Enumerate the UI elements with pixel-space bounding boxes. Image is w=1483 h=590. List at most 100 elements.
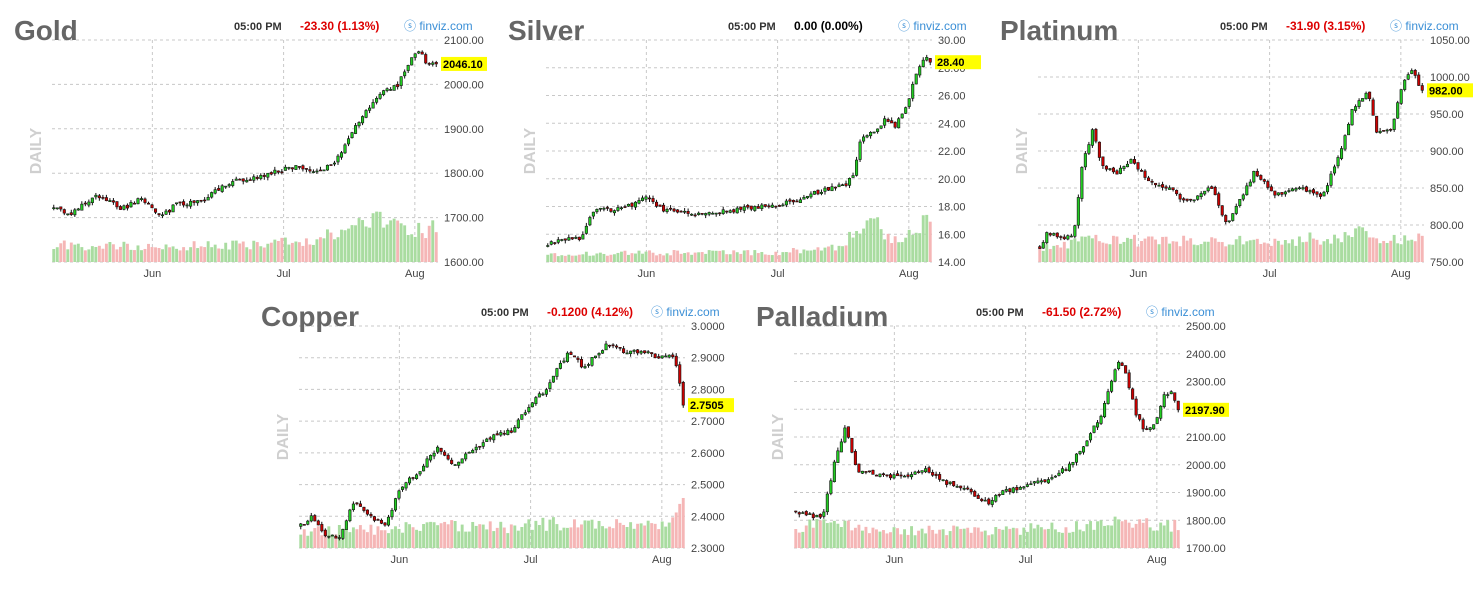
chart-0-candle-47 [217, 188, 221, 191]
chart-4-candle-74 [1053, 475, 1057, 478]
chart-1-volume-bar-109 [928, 221, 932, 262]
chart-0-volume-bar-46 [213, 244, 217, 262]
chart-1-candle-50 [721, 209, 725, 214]
chart-3-candle-52 [481, 442, 485, 447]
chart-1-candle-96 [883, 118, 887, 126]
chart-2-candle-84 [1332, 166, 1337, 174]
chart-1-title: Silver [508, 15, 584, 46]
chart-1-candle-103 [907, 98, 911, 107]
chart-4-brand-link[interactable]: ⓢ finviz.com [1146, 305, 1215, 319]
chart-4-volume-bar-27 [889, 532, 892, 548]
chart-3-volume-bar-56 [495, 527, 499, 548]
chart-2-volume-bar-93 [1364, 231, 1368, 262]
chart-1-time: 05:00 PM [728, 21, 776, 33]
chart-1-volume-bar-94 [876, 217, 880, 262]
chart-0-volume-bar-76 [318, 237, 322, 262]
chart-1-candle-105 [914, 73, 918, 85]
chart-0-volume-bar-45 [210, 247, 214, 262]
chart-0-volume-bar-89 [364, 226, 368, 262]
chart-4-ytick-7: 1800.00 [1186, 515, 1226, 527]
chart-0-candle-39 [189, 200, 193, 207]
chart-0-volume-bar-53 [238, 243, 242, 262]
chart-4-volume-bar-5 [811, 527, 815, 548]
chart-0-candle-81 [336, 155, 340, 163]
chart-0-brand-link[interactable]: ⓢ finviz.com [404, 19, 473, 33]
chart-2-candle-42 [1185, 198, 1189, 201]
chart-2-candle-107 [1413, 69, 1417, 76]
chart-0-candle-69 [294, 165, 298, 170]
chart-4-volume-bar-3 [804, 525, 808, 548]
chart-3-candle-70 [544, 389, 548, 395]
chart-0-volume-bar-50 [227, 249, 231, 262]
chart-2-volume-bar-68 [1276, 240, 1280, 262]
chart-2-volume-bar-75 [1301, 242, 1305, 262]
chart-1-candle-95 [879, 125, 883, 129]
chart-0-candle-17 [111, 200, 115, 203]
chart-3-volume-bar-63 [520, 526, 524, 548]
chart-4-candle-5 [811, 513, 815, 519]
chart-4-volume-bar-102 [1152, 530, 1156, 548]
chart-1-candle-0 [546, 245, 550, 247]
chart-2-candle-17 [1097, 141, 1101, 158]
chart-0-candle-8 [80, 203, 84, 211]
chart-4-volume-bar-12 [836, 523, 840, 548]
chart-2-candle-53 [1224, 215, 1228, 223]
chart-1-volume-bar-43 [697, 252, 701, 262]
chart-2-volume-bar-47 [1203, 241, 1207, 262]
chart-2-volume-bar-5 [1055, 245, 1059, 262]
chart-1-candle-75 [809, 193, 813, 198]
chart-0-candle-51 [231, 181, 235, 186]
chart-3-volume-bar-102 [657, 529, 661, 548]
chart-0-candle-21 [125, 204, 129, 209]
chart-0-volume-bar-42 [199, 246, 203, 262]
chart-1-ytick-8: 14.00 [938, 257, 966, 269]
chart-0-candle-22 [129, 202, 133, 208]
chart-4-candle-27 [888, 474, 893, 479]
chart-2-volume-bar-12 [1080, 236, 1084, 262]
chart-2-volume-bar-101 [1392, 234, 1396, 262]
chart-3-candle-94 [629, 350, 633, 355]
chart-3-volume-bar-15 [351, 527, 355, 548]
chart-0-volume-bar-92 [375, 211, 379, 262]
chart-3-brand-link[interactable]: ⓢ finviz.com [651, 305, 720, 319]
chart-2-volume-bar-27 [1133, 234, 1136, 262]
chart-2-volume-bar-40 [1178, 246, 1182, 262]
chart-1-volume-bar-50 [721, 250, 725, 262]
chart-4-candle-35 [917, 471, 921, 473]
chart-1-candle-9 [577, 236, 581, 241]
chart-4-volume-bar-23 [875, 529, 878, 548]
chart-3-volume-bar-85 [597, 520, 601, 548]
chart-1-volume-bar-4 [560, 255, 564, 262]
chart-2-volume-bar-74 [1297, 236, 1301, 262]
chart-3-candle-61 [513, 427, 517, 433]
chart-2-volume-bar-76 [1304, 241, 1308, 262]
chart-4-volume-bar-97 [1134, 523, 1138, 548]
chart-0-candle-24 [136, 198, 140, 205]
chart-3-ytick-4: 2.6000 [691, 448, 725, 460]
chart-2-volume-bar-7 [1062, 241, 1066, 262]
chart-1-candle-98 [890, 120, 894, 124]
chart-1-candle-14 [595, 209, 599, 213]
chart-1-volume-bar-60 [756, 253, 760, 262]
chart-1-candle-17 [605, 207, 609, 209]
chart-2-candle-93 [1364, 92, 1368, 100]
chart-0-volume-bar-64 [276, 241, 280, 262]
chart-3-volume-bar-53 [485, 529, 489, 548]
chart-1-brand-link[interactable]: ⓢ finviz.com [898, 19, 967, 33]
chart-3-volume-bar-83 [590, 519, 594, 548]
chart-0-volume-bar-60 [262, 247, 266, 262]
chart-4-candle-106 [1166, 394, 1170, 396]
chart-4-volume-bar-70 [1039, 527, 1043, 548]
chart-1-volume-bar-64 [770, 255, 774, 262]
chart-2-ytick-5: 800.00 [1430, 220, 1464, 232]
chart-2-brand-link[interactable]: ⓢ finviz.com [1390, 19, 1459, 33]
chart-2-candle-33 [1154, 182, 1158, 186]
chart-3-candle-91 [618, 347, 622, 349]
chart-2-candle-31 [1147, 177, 1151, 182]
chart-4-candle-47 [959, 485, 963, 489]
chart-0-volume-bar-78 [326, 229, 329, 262]
chart-0-candle-25 [139, 198, 144, 200]
chart-0-volume-bar-34 [171, 246, 175, 262]
chart-4-candle-32 [906, 474, 910, 477]
chart-1-volume-bar-39 [683, 253, 687, 262]
